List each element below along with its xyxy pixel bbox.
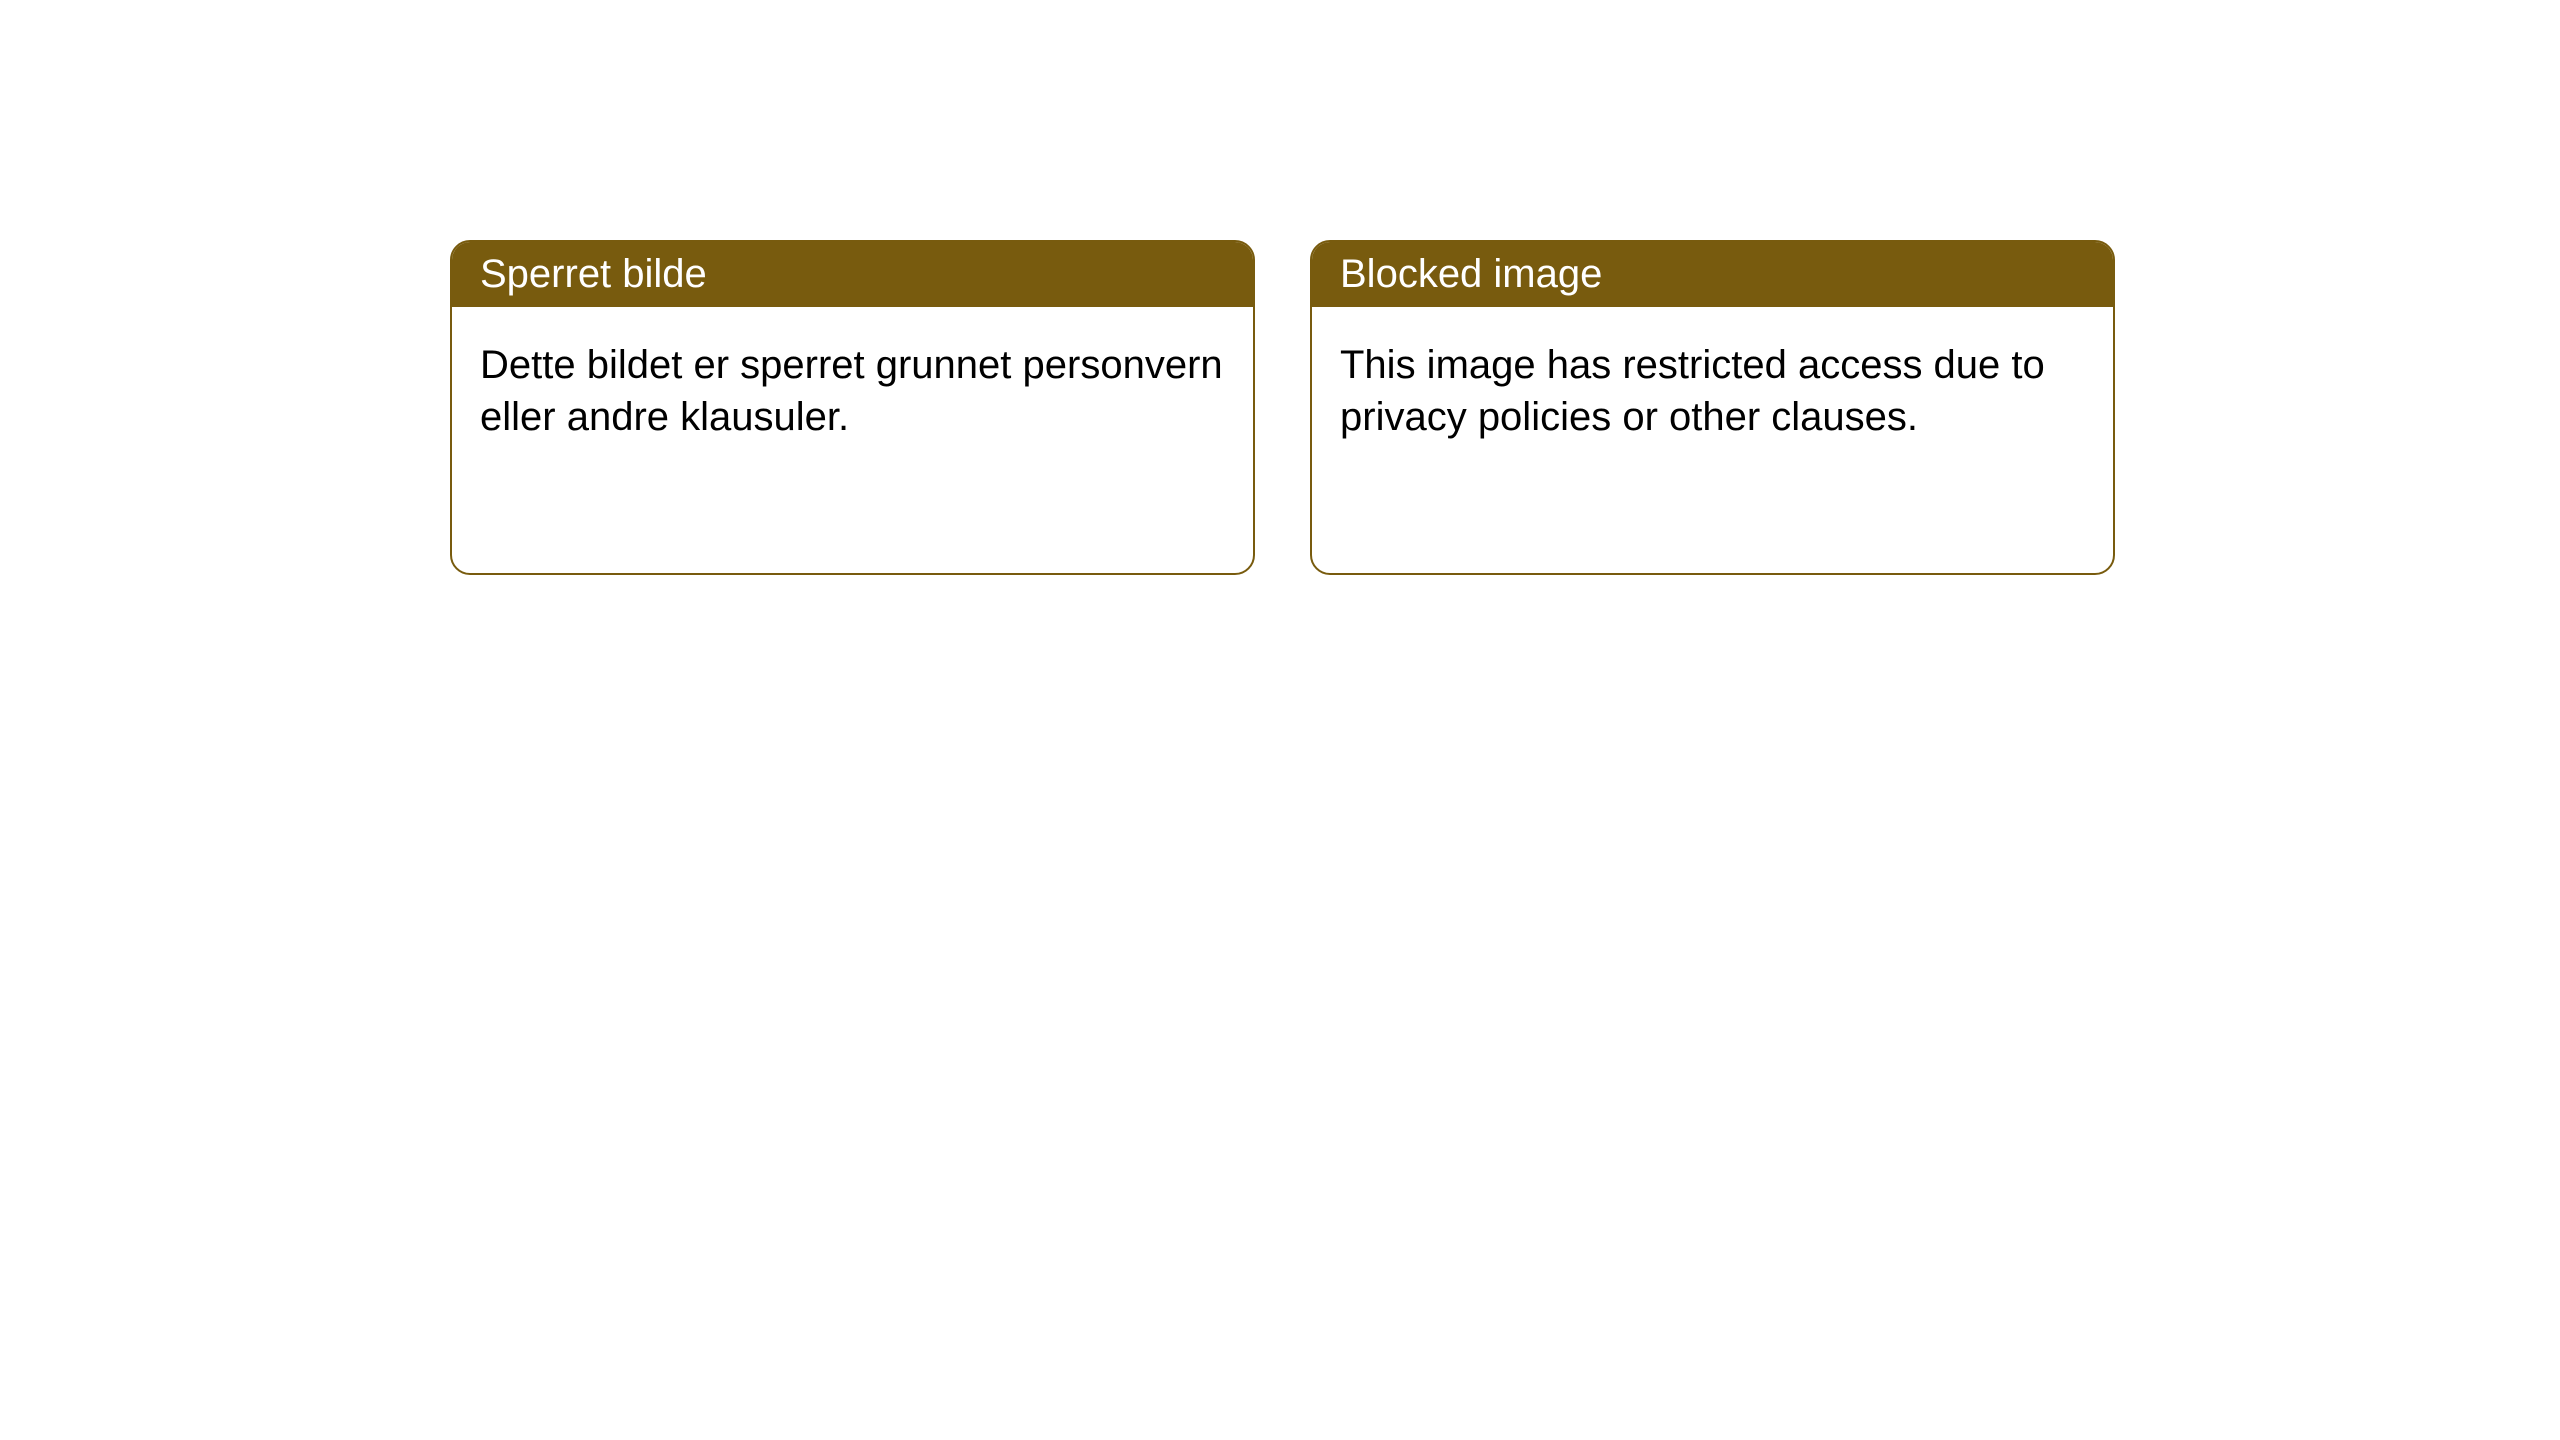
notice-cards-container: Sperret bilde Dette bildet er sperret gr… [0,0,2560,575]
blocked-image-card-norwegian: Sperret bilde Dette bildet er sperret gr… [450,240,1255,575]
card-header: Sperret bilde [452,242,1253,307]
card-body: This image has restricted access due to … [1312,307,2113,475]
card-header: Blocked image [1312,242,2113,307]
card-message: This image has restricted access due to … [1340,343,2045,439]
card-title: Blocked image [1340,252,1602,296]
card-title: Sperret bilde [480,252,707,296]
card-body: Dette bildet er sperret grunnet personve… [452,307,1253,475]
card-message: Dette bildet er sperret grunnet personve… [480,343,1223,439]
blocked-image-card-english: Blocked image This image has restricted … [1310,240,2115,575]
